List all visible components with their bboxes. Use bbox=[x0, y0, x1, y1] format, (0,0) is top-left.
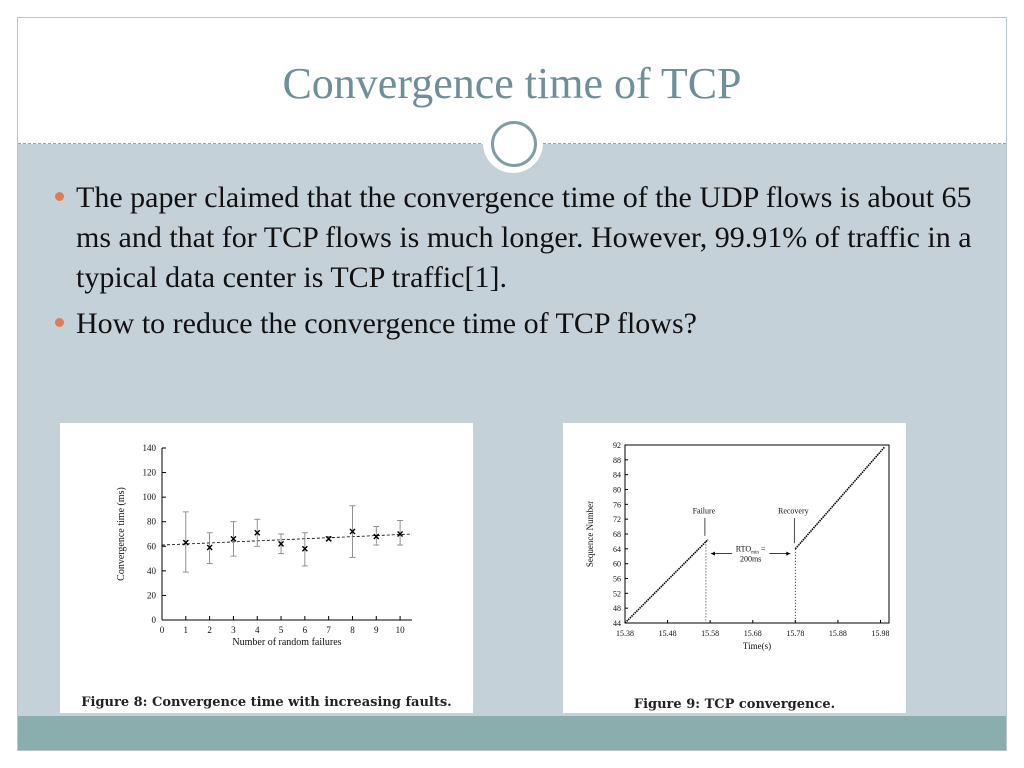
y-tick-label: 60 bbox=[147, 541, 157, 551]
x-tick-label: 15.38 bbox=[616, 629, 634, 638]
footer-bar bbox=[18, 716, 1006, 750]
bullet-dot-icon bbox=[55, 318, 64, 327]
x-tick-label: 1 bbox=[184, 625, 189, 635]
failure-label: Failure bbox=[693, 507, 716, 516]
figure-9: 44 48 52 56 60 64 68 72 76 80 84 88 92 15.38 15.48 15.5… bbox=[563, 423, 906, 713]
data-point bbox=[349, 528, 356, 535]
x-tick-label: 15.88 bbox=[829, 629, 847, 638]
rto-arrowhead-right bbox=[786, 551, 791, 556]
figure-8-caption: Figure 8: Convergence time with increasi… bbox=[81, 695, 452, 710]
bullet-item: How to reduce the convergence time of TC… bbox=[55, 304, 985, 344]
bullet-list: The paper claimed that the convergence t… bbox=[55, 178, 985, 350]
y-tick-label: 100 bbox=[143, 492, 157, 502]
x-tick-label: 15.98 bbox=[871, 629, 889, 638]
x-tick-label: 15.48 bbox=[659, 629, 677, 638]
y-axis-label: Sequence Number bbox=[585, 501, 595, 567]
x-tick-label: 15.78 bbox=[786, 629, 804, 638]
data-point bbox=[301, 545, 308, 552]
tcp-convergence-chart: 44 48 52 56 60 64 68 72 76 80 84 88 92 15.38 15.48 15.5… bbox=[585, 441, 890, 651]
plot-frame bbox=[624, 444, 890, 624]
data-point bbox=[254, 529, 261, 536]
slide: Convergence time of TCP The paper claime… bbox=[17, 17, 1007, 751]
x-tick-label: 10 bbox=[396, 625, 406, 635]
data-point bbox=[278, 540, 285, 547]
bullet-dot-icon bbox=[55, 192, 64, 201]
y-tick-label: 20 bbox=[147, 590, 157, 600]
y-tick-label: 68 bbox=[613, 530, 621, 539]
convergence-time-chart: 0 20 40 60 80 100 120 140 0 1 2 3 4 5 6 7 8 9 10 Number of … bbox=[116, 443, 413, 648]
data-point bbox=[373, 533, 380, 540]
data-point bbox=[206, 544, 213, 551]
y-tick-label: 52 bbox=[613, 589, 621, 598]
slide-title: Convergence time of TCP bbox=[282, 59, 742, 108]
y-tick-label: 92 bbox=[613, 441, 621, 450]
y-axis-label: Convergence time (ms) bbox=[116, 487, 127, 581]
y-tick-label: 80 bbox=[613, 486, 621, 495]
x-tick-label: 15.58 bbox=[701, 629, 719, 638]
rto-label: RTOmin = bbox=[736, 544, 766, 555]
y-tick-label: 40 bbox=[147, 566, 157, 576]
figure-8: 0 20 40 60 80 100 120 140 0 1 2 3 4 5 6 7 8 9 10 Number of … bbox=[60, 423, 473, 713]
bullet-text: The paper claimed that the convergence t… bbox=[76, 181, 972, 294]
y-tick-label: 80 bbox=[147, 517, 157, 527]
bullet-text: How to reduce the convergence time of TC… bbox=[76, 307, 697, 340]
divider-ring-icon bbox=[491, 121, 537, 167]
data-point bbox=[325, 535, 332, 542]
trend-line bbox=[161, 533, 413, 546]
y-tick-label: 44 bbox=[613, 619, 621, 628]
y-tick-label: 60 bbox=[613, 560, 621, 569]
y-tick-label: 0 bbox=[152, 615, 157, 625]
y-tick-label: 56 bbox=[613, 575, 621, 584]
y-tick-label: 84 bbox=[613, 471, 621, 480]
recovery-label: Recovery bbox=[778, 507, 809, 516]
x-tick-label: 6 bbox=[303, 625, 308, 635]
data-point bbox=[182, 539, 189, 546]
figure-9-caption: Figure 9: TCP convergence. bbox=[633, 697, 836, 712]
x-tick-label: 0 bbox=[160, 625, 165, 635]
rto-value: 200ms bbox=[740, 554, 761, 563]
y-tick-label: 88 bbox=[613, 456, 621, 465]
data-point bbox=[230, 535, 237, 542]
x-tick-label: 3 bbox=[231, 625, 236, 635]
x-axis-label: Number of random failures bbox=[232, 637, 341, 648]
sequence-series-2 bbox=[794, 446, 886, 550]
rto-arrowhead-left bbox=[710, 551, 715, 556]
y-tick-label: 48 bbox=[613, 604, 621, 613]
x-tick-label: 2 bbox=[207, 625, 212, 635]
y-tick-label: 64 bbox=[613, 545, 621, 554]
y-tick-label: 72 bbox=[613, 515, 621, 524]
y-tick-label: 76 bbox=[613, 500, 621, 509]
y-tick-label: 120 bbox=[143, 468, 157, 478]
x-tick-label: 15.68 bbox=[744, 629, 762, 638]
x-tick-label: 4 bbox=[255, 625, 260, 635]
bullet-item: The paper claimed that the convergence t… bbox=[55, 178, 985, 298]
x-axis-label: Time(s) bbox=[743, 641, 771, 651]
data-point bbox=[397, 531, 404, 537]
x-tick-label: 8 bbox=[350, 625, 355, 635]
x-tick-label: 5 bbox=[279, 625, 284, 635]
x-tick-label: 7 bbox=[326, 625, 331, 635]
x-tick-label: 9 bbox=[374, 625, 379, 635]
y-tick-label: 140 bbox=[143, 443, 157, 453]
sequence-series-1 bbox=[624, 538, 709, 624]
